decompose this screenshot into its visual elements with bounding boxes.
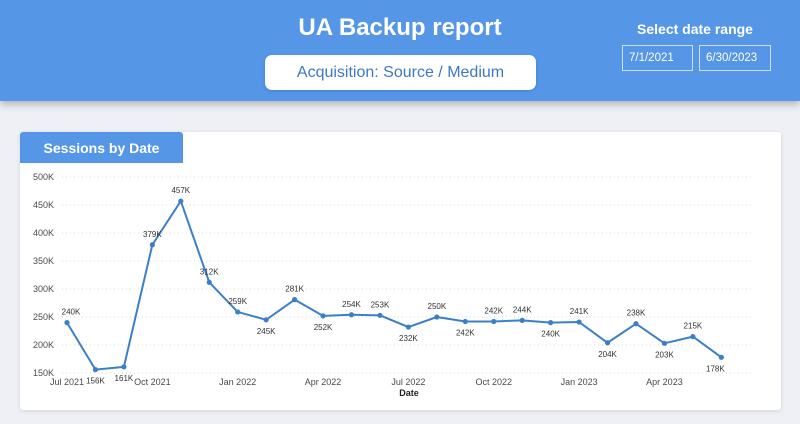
data-point bbox=[576, 319, 582, 325]
data-label: 281K bbox=[285, 285, 304, 294]
y-tick-label: 200K bbox=[33, 340, 54, 350]
data-label: 242K bbox=[456, 328, 475, 337]
y-tick-label: 150K bbox=[33, 368, 54, 378]
data-label: 254K bbox=[342, 300, 361, 309]
data-label: 241K bbox=[570, 307, 589, 316]
data-label: 204K bbox=[598, 350, 617, 359]
data-label: 232K bbox=[399, 334, 418, 343]
data-point bbox=[263, 317, 269, 323]
data-label: 250K bbox=[428, 302, 447, 311]
data-point bbox=[718, 354, 724, 360]
data-label: 259K bbox=[228, 297, 247, 306]
data-label: 244K bbox=[513, 305, 532, 314]
data-point bbox=[548, 320, 554, 326]
y-tick-label: 250K bbox=[33, 312, 54, 322]
y-tick-label: 400K bbox=[33, 228, 54, 238]
data-point bbox=[661, 340, 668, 346]
x-tick-label: Apr 2022 bbox=[305, 377, 342, 387]
data-point bbox=[633, 321, 639, 327]
x-tick-label: Apr 2023 bbox=[646, 377, 683, 387]
data-label: 379K bbox=[143, 230, 162, 239]
data-point bbox=[462, 318, 468, 325]
start-date-input[interactable]: 7/1/2021 bbox=[622, 45, 693, 71]
y-tick-label: 300K bbox=[33, 284, 54, 294]
data-label: 245K bbox=[257, 327, 276, 336]
data-point bbox=[690, 334, 696, 340]
data-label: 252K bbox=[314, 323, 333, 332]
data-label: 457K bbox=[171, 186, 190, 195]
data-label: 156K bbox=[86, 377, 105, 386]
data-point bbox=[121, 364, 127, 370]
data-point bbox=[604, 340, 611, 346]
chart-card-title: Sessions by Date bbox=[20, 132, 183, 163]
data-point bbox=[235, 309, 241, 315]
data-label: 178K bbox=[706, 364, 725, 373]
data-point bbox=[206, 279, 212, 285]
data-label: 240K bbox=[62, 308, 81, 317]
x-tick-label: Jan 2022 bbox=[219, 377, 256, 387]
y-tick-label: 500K bbox=[33, 172, 54, 182]
data-point bbox=[434, 314, 440, 320]
data-point bbox=[320, 313, 326, 319]
sessions-line bbox=[66, 200, 722, 371]
x-tick-label: Jul 2022 bbox=[391, 377, 425, 387]
data-label: 215K bbox=[684, 322, 703, 331]
y-tick-label: 350K bbox=[33, 256, 54, 266]
data-label: 203K bbox=[655, 350, 674, 359]
data-point bbox=[178, 198, 184, 204]
data-label: 240K bbox=[541, 330, 560, 339]
data-point bbox=[149, 242, 155, 248]
report-header: UA Backup report Acquisition: Source / M… bbox=[0, 0, 800, 101]
data-label: 312K bbox=[200, 267, 219, 276]
data-point bbox=[348, 312, 355, 318]
data-label: 161K bbox=[115, 374, 134, 383]
x-tick-label: Oct 2022 bbox=[475, 377, 512, 387]
data-label: 238K bbox=[627, 309, 646, 318]
data-point bbox=[405, 324, 411, 330]
x-tick-label: Jul 2021 bbox=[50, 377, 84, 387]
data-point bbox=[92, 367, 99, 373]
data-point bbox=[491, 318, 497, 325]
date-range-label: Select date range bbox=[637, 21, 753, 37]
x-axis-title: Date bbox=[399, 388, 419, 398]
data-point bbox=[64, 320, 70, 326]
data-label: 242K bbox=[484, 306, 503, 315]
x-tick-label: Jan 2023 bbox=[561, 377, 598, 387]
data-point bbox=[377, 312, 383, 318]
data-point bbox=[292, 297, 298, 303]
x-tick-label: Oct 2021 bbox=[134, 377, 171, 387]
acquisition-source-medium-button[interactable]: Acquisition: Source / Medium bbox=[265, 55, 536, 90]
data-label: 253K bbox=[371, 300, 390, 309]
page-title: UA Backup report bbox=[298, 14, 502, 41]
end-date-input[interactable]: 6/30/2023 bbox=[699, 45, 771, 71]
y-tick-label: 450K bbox=[33, 200, 54, 210]
data-point bbox=[519, 317, 525, 323]
